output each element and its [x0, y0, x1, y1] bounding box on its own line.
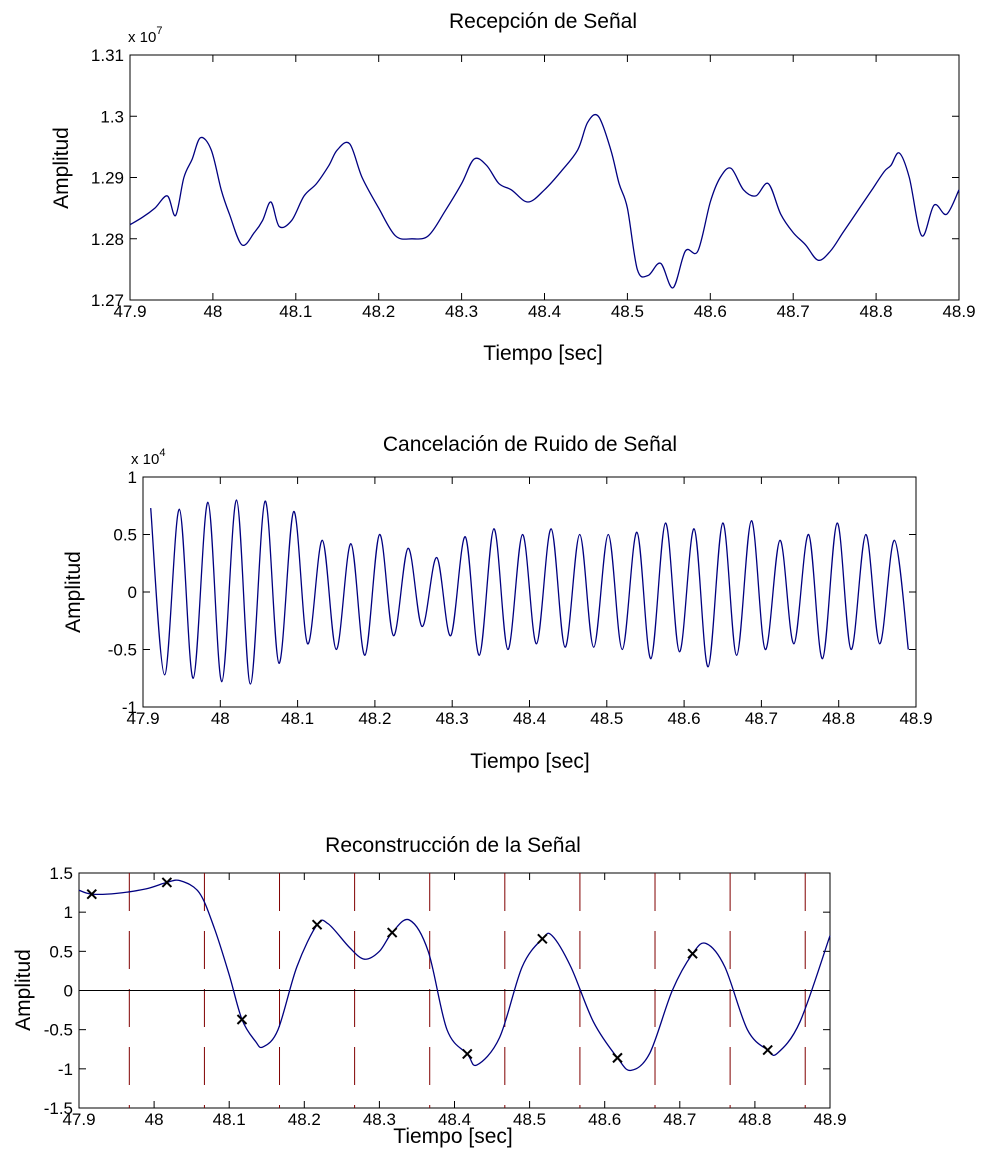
sample-marker: [462, 1048, 473, 1060]
panel-3-x-axis-label: Tiempo [sec]: [393, 1125, 512, 1148]
sample-marker: [386, 927, 398, 938]
panel-1-y-tick-labels: 1.27 1.28 1.29 1.3 1.31: [91, 46, 124, 310]
sample-marker: [537, 933, 548, 945]
y-tick-label: -1.5: [44, 1099, 73, 1118]
y-tick-label: 0.5: [113, 526, 137, 545]
panel-1-axes-box: [129, 54, 960, 301]
y-tick-label: 0: [64, 982, 73, 1001]
panel-1-ticks: [129, 54, 960, 301]
x-tick-label: 48.6: [694, 302, 727, 321]
y-tick-label: -0.5: [44, 1021, 73, 1040]
panel-3-ticks: [78, 872, 831, 1109]
x-tick-label: 48.2: [288, 1110, 321, 1129]
x-tick-label: 48: [203, 302, 222, 321]
panel-3-sample-markers: [86, 877, 773, 1064]
x-tick-label: 48.7: [663, 1110, 696, 1129]
panel-2-y-tick-labels: -1 -0.5 0 0.5 1: [108, 468, 137, 717]
x-tick-label: 48.8: [822, 709, 855, 728]
panel-2: Cancelación de Ruido de Señal 47.9 48 48.1…: [62, 433, 933, 773]
panel-2-ticks: [142, 476, 917, 708]
x-tick-label: 48.2: [358, 709, 391, 728]
panel-1-title: Recepción de Señal: [449, 10, 637, 33]
x-tick-label: 47.9: [113, 302, 146, 321]
x-tick-label: 48.6: [588, 1110, 621, 1129]
x-tick-label: 48.8: [860, 302, 893, 321]
x-tick-label: 48.4: [513, 709, 546, 728]
sample-marker: [86, 888, 97, 900]
x-tick-label: 48: [145, 1110, 164, 1129]
panel-1-x-tick-labels: 47.9 48 48.1 48.2 48.3 48.4 48.5 48.6 48.7 48.8 48…: [113, 302, 975, 321]
panel-2-x-axis-label: Tiempo [sec]: [470, 750, 589, 773]
x-tick-label: 48.8: [738, 1110, 771, 1129]
x-tick-label: 47.9: [62, 1110, 95, 1129]
y-tick-label: 1.3: [100, 107, 124, 126]
panel-2-y-multiplier: x 104: [131, 447, 165, 468]
panel-1-series-line: [129, 113, 960, 289]
sample-marker: [612, 1052, 623, 1064]
x-tick-label: 48.1: [279, 302, 312, 321]
x-tick-label: 48.4: [438, 1110, 471, 1129]
sample-marker: [161, 877, 173, 888]
x-tick-label: 48.6: [668, 709, 701, 728]
y-tick-label: 1: [64, 903, 73, 922]
panel-3-x-tick-labels: 47.9 48 48.1 48.2 48.3 48.4 48.5 48.6 48.7 48.8 48…: [62, 1110, 846, 1129]
panel-1-y-multiplier: x 107: [128, 25, 162, 46]
x-tick-label: 48.4: [528, 302, 561, 321]
sample-marker: [687, 948, 698, 959]
y-tick-label: 0: [128, 583, 137, 602]
y-tick-label: 1: [128, 468, 137, 487]
sample-marker: [236, 1014, 248, 1025]
x-tick-label: 48.1: [213, 1110, 246, 1129]
panel-1-y-axis-label: Amplitud: [50, 127, 73, 209]
x-tick-label: 48.9: [899, 709, 932, 728]
panel-2-series-line: [150, 499, 909, 685]
x-tick-label: 47.9: [126, 709, 159, 728]
panel-1: Recepción de Señal 47.9 48 48.1 48.2 48.3 48.…: [50, 10, 976, 365]
x-tick-label: 48.5: [611, 302, 644, 321]
y-tick-label: 1.31: [91, 46, 124, 65]
x-tick-label: 48.2: [362, 302, 395, 321]
y-tick-label: 1.27: [91, 291, 124, 310]
panel-3-y-tick-labels: -1.5 -1 -0.5 0 0.5 1 1.5: [44, 864, 73, 1118]
sample-marker: [762, 1044, 773, 1056]
x-tick-label: 48.5: [513, 1110, 546, 1129]
x-tick-label: 48.1: [281, 709, 314, 728]
y-tick-label: -1: [58, 1060, 73, 1079]
x-tick-label: 48.7: [745, 709, 778, 728]
panel-2-x-tick-labels: 47.9 48 48.1 48.2 48.3 48.4 48.5 48.6 48.7 48.8 48…: [126, 709, 932, 728]
panel-3-y-axis-label: Amplitud: [12, 949, 35, 1031]
x-tick-label: 48.3: [363, 1110, 396, 1129]
y-tick-label: -0.5: [108, 641, 137, 660]
x-tick-label: 48.9: [942, 302, 975, 321]
panel-3: Reconstrucción de la Señal 47.9 48 48.1 48.…: [12, 834, 847, 1148]
x-tick-label: 48: [211, 709, 230, 728]
y-tick-label: 1.28: [91, 230, 124, 249]
y-tick-label: 1.29: [91, 169, 124, 188]
panel-3-title: Reconstrucción de la Señal: [325, 834, 581, 857]
x-tick-label: 48.7: [777, 302, 810, 321]
y-tick-label: 0.5: [49, 942, 73, 961]
sample-marker: [311, 919, 323, 930]
y-tick-label: 1.5: [49, 864, 73, 883]
panel-2-title: Cancelación de Ruido de Señal: [383, 433, 677, 456]
x-tick-label: 48.5: [590, 709, 623, 728]
x-tick-label: 48.3: [436, 709, 469, 728]
panel-2-y-axis-label: Amplitud: [62, 551, 85, 633]
x-tick-label: 48.9: [813, 1110, 846, 1129]
panel-1-x-axis-label: Tiempo [sec]: [483, 342, 602, 365]
y-tick-label: -1: [122, 698, 137, 717]
x-tick-label: 48.3: [445, 302, 478, 321]
